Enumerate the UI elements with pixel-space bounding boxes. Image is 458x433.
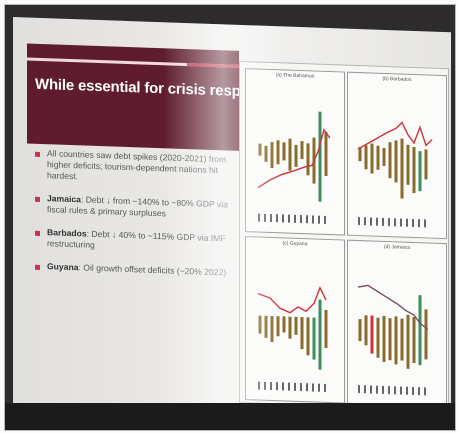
panel-barbados: (b) Barbados <box>347 71 447 240</box>
panel-guyana: (c) Guyana <box>245 236 345 404</box>
room-floor <box>5 403 455 430</box>
x-ticks <box>258 213 326 224</box>
debt-line <box>357 121 433 150</box>
debt-line <box>257 285 327 314</box>
bullet-item: Guyana: Oil growth offset deficits (~20%… <box>35 261 231 279</box>
bullet-item: Jamaica: Debt ↓ from ~140% to ~80% GDP v… <box>35 193 231 222</box>
panel-bahamas: (a) The Bahamas <box>245 68 345 236</box>
panel-jamaica-plot <box>357 284 429 396</box>
x-ticks <box>258 381 326 392</box>
panel-jamaica: (d) Jamaica <box>347 239 447 408</box>
x-ticks <box>358 385 426 396</box>
projected-slide: While essential for crisis response... A… <box>13 17 451 425</box>
bullet-item: All countries saw debt spikes (2020-2021… <box>35 148 231 188</box>
panel-guyana-plot <box>257 285 328 392</box>
title-accent <box>187 63 239 68</box>
bullet-item: Barbados: Debt ↓ 40% to ~115% GDP via IM… <box>35 227 231 256</box>
bullet-list: All countries saw debt spikes (2020-2021… <box>35 148 231 291</box>
panel-bahamas-plot <box>257 111 331 224</box>
debt-figure: (a) The Bahamas <box>239 60 449 411</box>
photo-frame: While essential for crisis response... A… <box>4 4 456 431</box>
panel-barbados-plot <box>357 121 433 228</box>
debt-line <box>357 284 429 331</box>
x-ticks <box>358 217 426 228</box>
